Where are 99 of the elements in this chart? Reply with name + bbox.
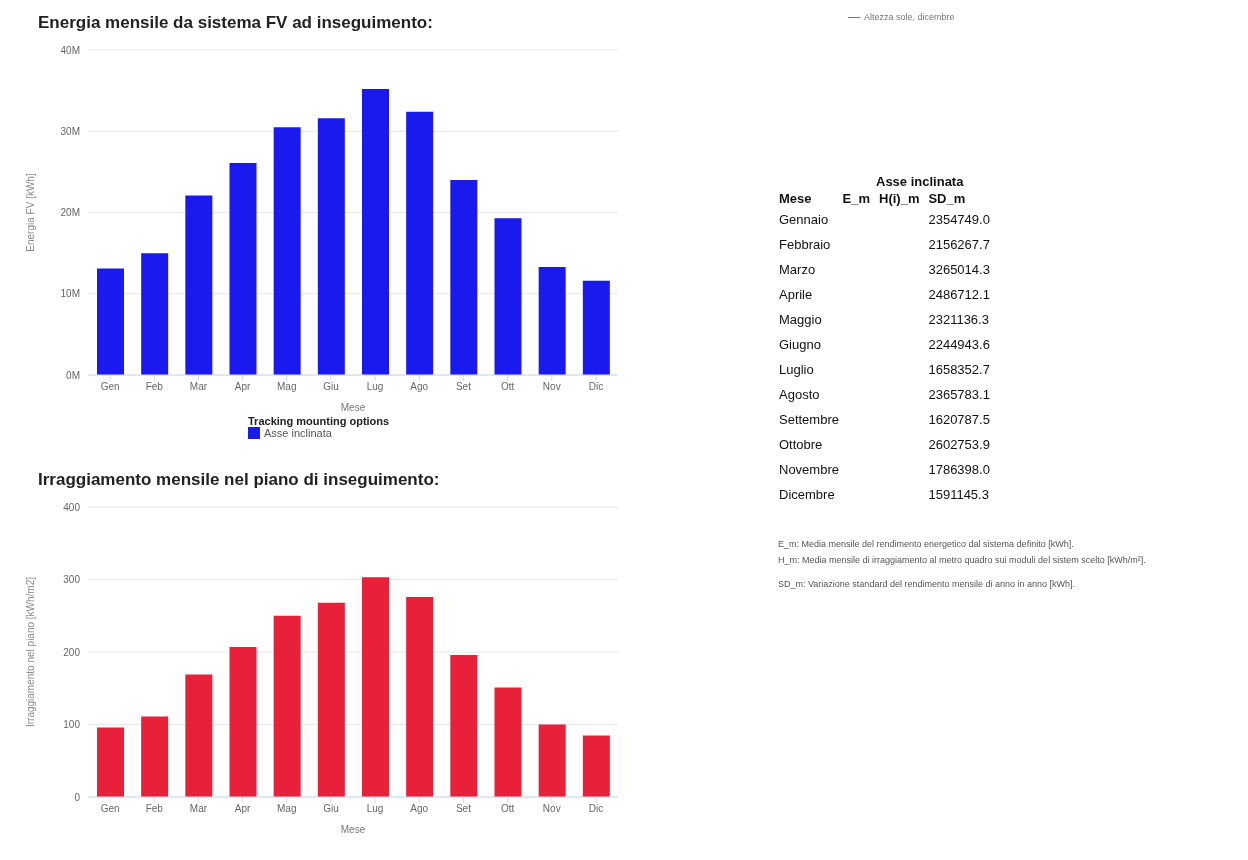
y-axis-title: Irraggiamento nel piano [kWh/m2]	[24, 576, 36, 728]
x-tick-label: Mar	[189, 381, 208, 393]
x-tick-label: Set	[455, 381, 472, 393]
x-tick-label: Lug	[366, 803, 384, 815]
chart-title: Energia mensile da sistema FV ad inseguimento:	[38, 13, 434, 34]
category-label: Settembre	[778, 411, 840, 429]
x-tick-label: Mar	[189, 803, 208, 815]
bar	[97, 268, 124, 375]
x-tick-label: Ott	[500, 803, 515, 815]
text: Asse inclinata	[875, 173, 965, 190]
text: E_m: Media mensile del rendimento energetico dal sistema definito [kWh].	[778, 538, 1075, 551]
x-tick-label: Giu	[323, 381, 339, 393]
data-label: 2486712.1	[927, 286, 991, 304]
y-tick-label: 400	[63, 501, 81, 513]
category-label: Febbraio	[778, 236, 832, 254]
x-tick-label: Dic	[588, 803, 604, 815]
category-label: Dicembre	[778, 486, 836, 504]
bar	[362, 89, 389, 375]
y-tick-label: 0	[74, 791, 81, 803]
bar	[450, 654, 478, 797]
text: E_m	[841, 190, 871, 207]
category-label: Ottobre	[778, 436, 824, 454]
y-tick-label: 300	[63, 574, 81, 586]
category-label: Gennaio	[778, 211, 830, 229]
data-label: 1658352.7	[927, 361, 991, 379]
bar	[582, 280, 610, 375]
text: H_m: Media mensile di irraggiamento al metro quadro sui moduli del sistem scelto [kWh/m²].	[778, 554, 1146, 567]
text: Mese	[778, 190, 813, 207]
bar	[273, 615, 301, 797]
bar	[141, 253, 169, 375]
bar	[317, 118, 345, 375]
x-tick-label: Feb	[145, 381, 164, 393]
chart-title: Irraggiamento mensile nel piano di inseguimento:	[38, 470, 441, 491]
bar	[141, 716, 169, 797]
text: H(i)_m	[878, 190, 921, 207]
y-tick-label: 100	[63, 719, 81, 731]
x-axis-title: Mese	[340, 824, 366, 835]
y-tick-label: 0M	[66, 369, 80, 381]
data-label: 2156267.7	[927, 236, 991, 254]
category-label: Maggio	[778, 311, 823, 329]
bar	[317, 602, 345, 797]
y-tick-label: 10M	[60, 288, 80, 300]
data-label: 1786398.0	[927, 461, 991, 479]
text: SD_m	[927, 190, 967, 207]
bar	[450, 180, 478, 375]
x-tick-label: Lug	[366, 381, 384, 393]
bar	[97, 727, 124, 797]
y-tick-label: 40M	[60, 44, 80, 56]
x-tick-label: Gen	[100, 803, 120, 815]
category-label: Aprile	[778, 286, 814, 304]
bar	[406, 596, 434, 797]
x-tick-label: Nov	[542, 803, 561, 815]
x-tick-label: Apr	[234, 381, 252, 393]
x-tick-label: Nov	[542, 381, 561, 393]
bar	[494, 687, 522, 797]
x-tick-label: Ott	[500, 381, 515, 393]
category-label: Novembre	[778, 461, 840, 479]
text: SD_m: Variazione standard del rendimento mensile di anno in anno [kWh].	[778, 578, 1076, 591]
data-label: 1620787.5	[927, 411, 991, 429]
data-label: 2365783.1	[927, 386, 991, 404]
x-tick-label: Apr	[234, 803, 252, 815]
bar	[582, 735, 610, 797]
data-label: 2354749.0	[927, 211, 991, 229]
y-tick-label: 20M	[60, 207, 80, 219]
bar	[229, 646, 257, 797]
data-label: 1591145.3	[927, 486, 990, 504]
x-tick-label: Ago	[410, 803, 429, 815]
y-axis-title: Energia FV [kWh]	[24, 173, 36, 252]
x-tick-label: Giu	[323, 803, 339, 815]
x-axis-title: Mese	[340, 402, 366, 413]
bar	[273, 127, 301, 375]
bar	[185, 674, 213, 797]
x-tick-label: Gen	[100, 381, 120, 393]
bar	[229, 162, 257, 375]
text: Altezza sole, dicembre	[863, 12, 955, 22]
data-label: 3265014.3	[927, 261, 991, 279]
x-tick-label: Set	[455, 803, 472, 815]
bar	[494, 218, 522, 375]
bar	[538, 724, 566, 797]
bar	[185, 195, 213, 375]
category-label: Agosto	[778, 386, 821, 404]
data-label: 2321136.3	[927, 311, 990, 329]
bar	[362, 577, 389, 797]
y-tick-label: 200	[63, 646, 81, 658]
category-label: Luglio	[778, 361, 815, 379]
x-tick-label: Dic	[588, 381, 604, 393]
x-tick-label: Mag	[277, 803, 297, 815]
x-tick-label: Ago	[410, 381, 429, 393]
legend-title: Tracking mounting options	[248, 415, 390, 427]
category-label: Giugno	[778, 336, 822, 354]
legend-label: Asse inclinata	[263, 427, 333, 439]
category-label: Marzo	[778, 261, 817, 279]
bar	[538, 266, 566, 375]
bar	[406, 111, 434, 375]
x-tick-label: Feb	[145, 803, 164, 815]
data-label: 2602753.9	[927, 436, 991, 454]
data-label: 2244943.6	[927, 336, 991, 354]
y-tick-label: 30M	[60, 125, 80, 137]
x-tick-label: Mag	[277, 381, 297, 393]
